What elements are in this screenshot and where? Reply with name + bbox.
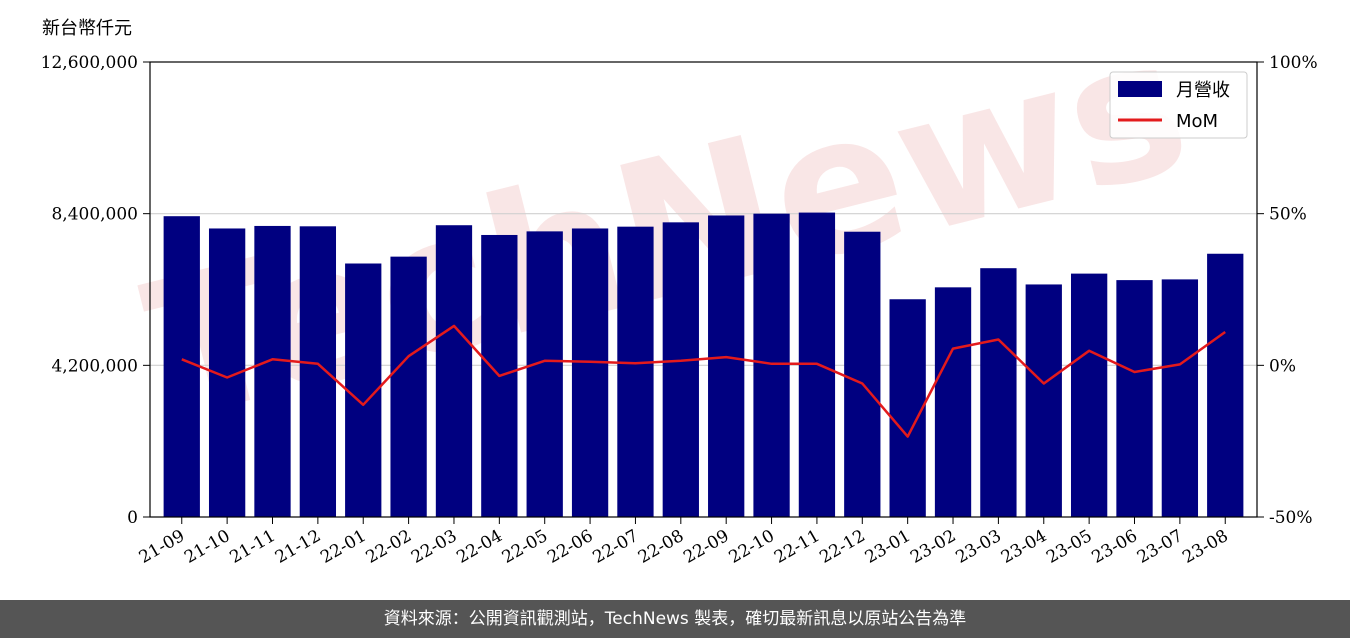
legend: 月營收 MoM: [1109, 71, 1248, 139]
bar-series: [163, 212, 1244, 518]
bar: [934, 287, 972, 517]
bar: [753, 213, 790, 517]
x-tick-label: 22-06: [544, 526, 596, 568]
source-footer: 資料來源：公開資訊觀測站，TechNews 製表，確切最新訊息以原站公告為準: [0, 600, 1350, 638]
bar: [299, 226, 337, 518]
x-tick-label: 23-06: [1089, 526, 1141, 568]
bar: [889, 299, 926, 517]
right-tick-label: -50%: [1269, 508, 1313, 528]
x-tick-label: 21-12: [272, 526, 324, 568]
x-tick-label: 23-07: [1134, 526, 1186, 568]
x-axis: 21-0921-1021-1121-1222-0122-0222-0322-04…: [136, 517, 1232, 568]
bar: [390, 256, 427, 517]
x-tick-label: 23-08: [1179, 526, 1231, 568]
x-tick-label: 22-09: [680, 526, 732, 568]
bar: [571, 228, 609, 517]
bar: [1207, 253, 1244, 517]
left-tick-label: 4,200,000: [51, 356, 138, 376]
x-tick-label: 23-02: [907, 526, 959, 568]
legend-label: 月營收: [1176, 80, 1230, 101]
bar: [163, 216, 200, 517]
x-tick-label: 22-10: [726, 526, 778, 568]
left-axis: 0 4,200,000 8,400,000 12,600,000: [41, 53, 150, 528]
left-tick-label: 8,400,000: [51, 205, 138, 225]
bar: [662, 222, 699, 518]
x-tick-label: 21-09: [136, 526, 188, 568]
bar: [708, 215, 745, 517]
right-tick-label: 50%: [1269, 205, 1307, 225]
legend-swatch-bar: [1118, 81, 1162, 97]
x-tick-label: 21-11: [227, 526, 279, 568]
x-tick-label: 23-04: [998, 526, 1050, 568]
x-tick-label: 22-07: [589, 526, 641, 568]
bar: [254, 225, 291, 517]
x-tick-label: 22-04: [453, 526, 505, 568]
bar: [435, 225, 473, 517]
bar: [526, 231, 563, 517]
unit-label: 新台幣仟元: [42, 18, 132, 39]
x-tick-label: 22-08: [635, 526, 687, 568]
right-tick-label: 100%: [1269, 53, 1318, 73]
x-tick-label: 22-01: [317, 526, 369, 568]
x-tick-label: 23-05: [1043, 526, 1095, 568]
plot-frame: [149, 61, 1258, 518]
left-tick-label: 12,600,000: [41, 53, 138, 73]
bar: [980, 268, 1017, 517]
x-tick-label: 22-12: [816, 526, 868, 568]
bar: [844, 231, 881, 517]
legend-label: MoM: [1176, 111, 1218, 132]
bar: [1116, 280, 1153, 517]
left-tick-label: 0: [127, 508, 138, 528]
x-tick-label: 21-10: [181, 526, 233, 568]
bar: [1161, 279, 1199, 517]
bar: [1070, 273, 1108, 517]
bar: [1025, 284, 1062, 517]
x-tick-label: 22-03: [408, 526, 460, 568]
x-tick-label: 23-01: [862, 526, 914, 568]
mom-line-series: [181, 324, 1226, 438]
x-tick-label: 22-02: [363, 526, 415, 568]
right-tick-label: 0%: [1269, 356, 1296, 376]
x-tick-label: 22-11: [771, 526, 823, 568]
x-tick-label: 23-03: [952, 526, 1004, 568]
right-axis: -50% 0% 50% 100%: [1257, 53, 1318, 528]
bar: [617, 226, 654, 517]
mom-line: [181, 324, 1226, 438]
x-tick-label: 22-05: [499, 526, 551, 568]
